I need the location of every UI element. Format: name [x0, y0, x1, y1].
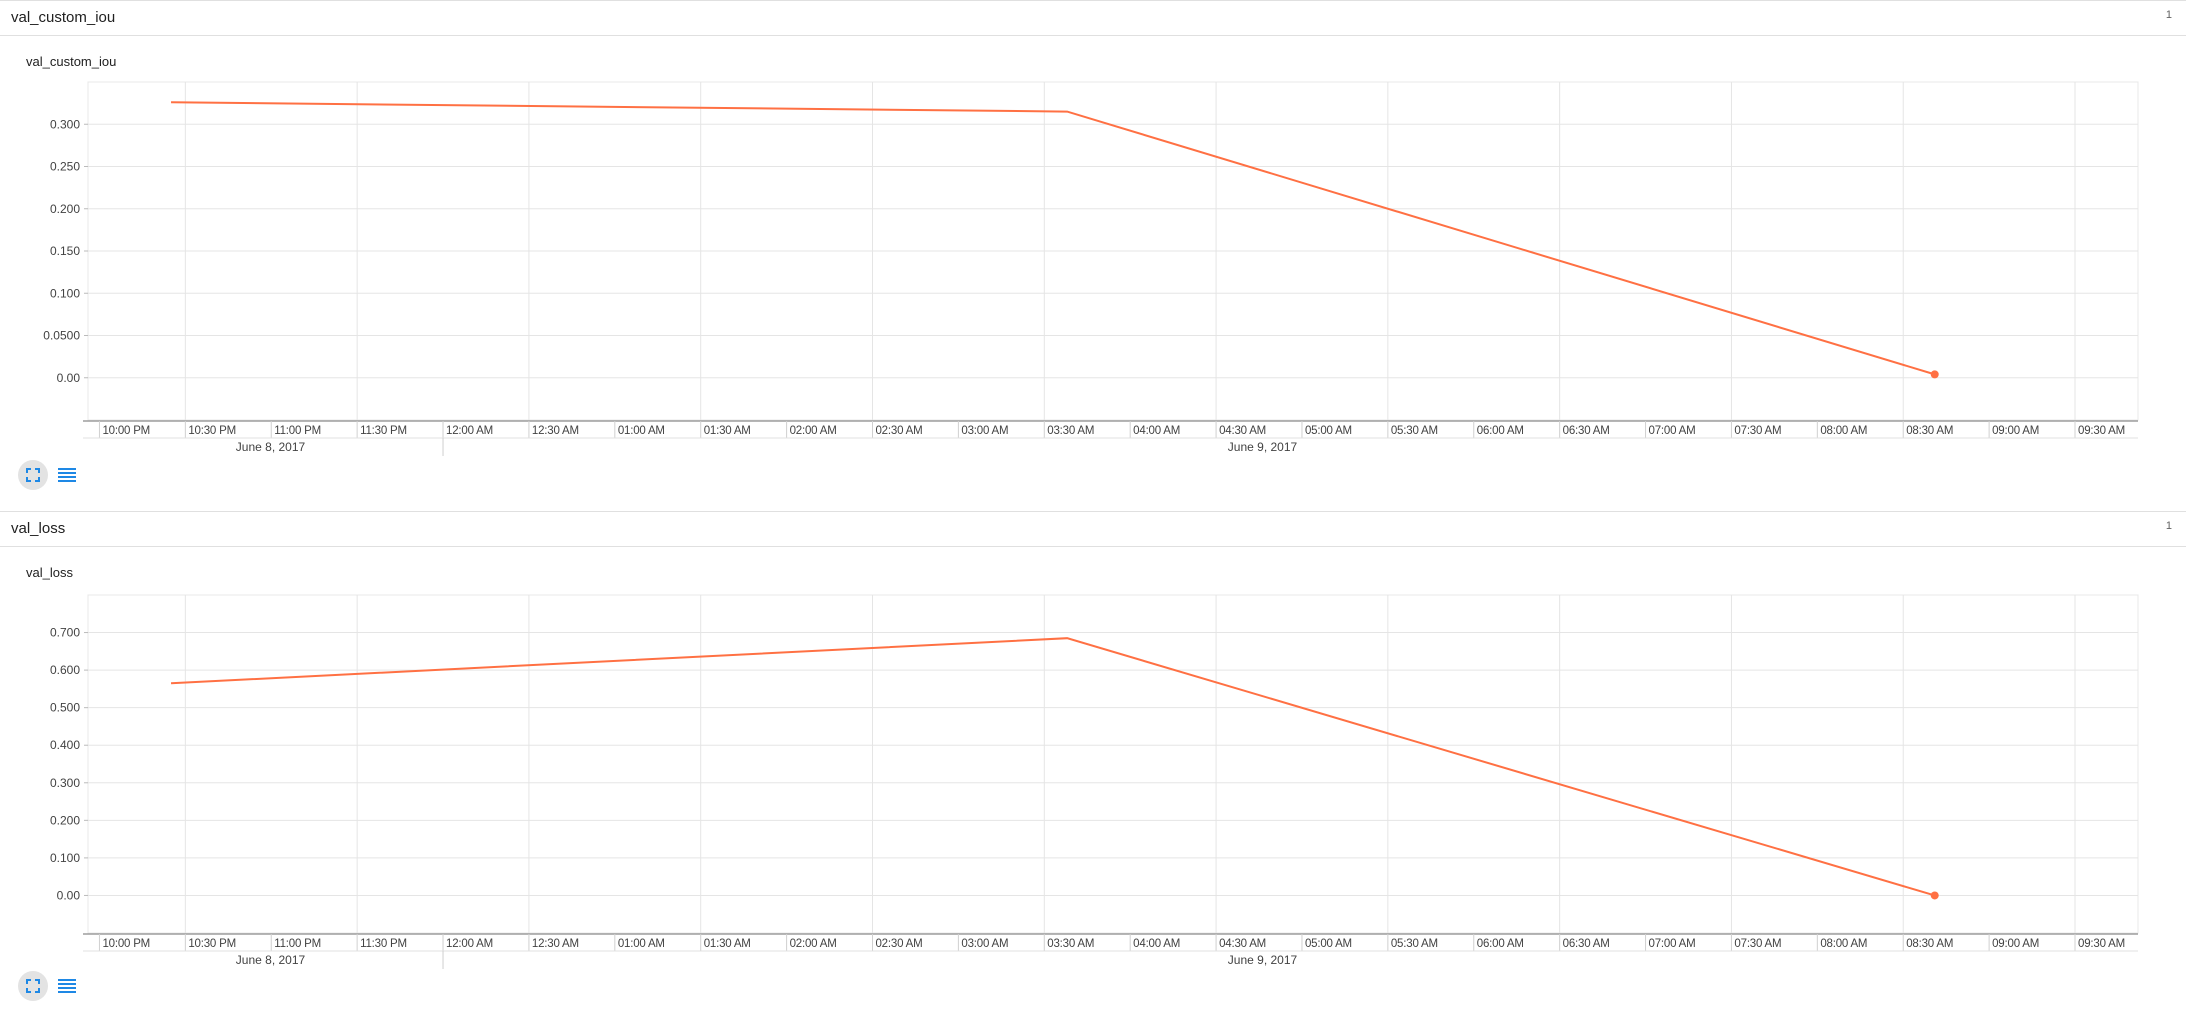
section-header[interactable]: val_loss 1 — [0, 511, 2186, 547]
x-tick-label: 10:30 PM — [188, 938, 236, 950]
x-tick-label: 04:30 AM — [1219, 938, 1266, 950]
x-tick-label: 02:00 AM — [790, 938, 837, 950]
x-tick-label: 03:30 AM — [1047, 938, 1094, 950]
x-tick-label: 03:00 AM — [961, 425, 1008, 437]
series-line[interactable] — [170, 637, 1936, 897]
x-tick-label: 12:30 AM — [532, 425, 579, 437]
x-tick-label: 05:00 AM — [1305, 938, 1352, 950]
fullscreen-icon — [26, 468, 40, 482]
x-tick-label: 09:00 AM — [1992, 938, 2039, 950]
x-tick-label: 10:00 PM — [102, 938, 150, 950]
x-tick-label: 06:00 AM — [1477, 425, 1524, 437]
y-tick-label: 0.600 — [50, 663, 80, 677]
y-tick-label: 0.0500 — [43, 329, 80, 343]
y-tick-label: 0.250 — [50, 160, 80, 174]
show-data-button[interactable] — [52, 971, 82, 1001]
plot-frame — [87, 594, 2139, 934]
date-label: June 9, 2017 — [1228, 440, 1298, 454]
list-icon — [58, 979, 76, 993]
y-tick-label: 0.300 — [50, 117, 80, 131]
date-label: June 9, 2017 — [1228, 953, 1298, 967]
x-tick-label: 01:00 AM — [618, 425, 665, 437]
x-tick-label: 07:00 AM — [1649, 938, 1696, 950]
y-tick-label: 0.200 — [50, 813, 80, 827]
y-tick-label: 0.400 — [50, 738, 80, 752]
panel-val-loss: val_loss 1 val_loss 0.00 0.100 0.200 0.300 0… — [0, 511, 2186, 1013]
panel-val-custom-iou: val_custom_iou 1 val_custom_iou 0.00 0.05… — [0, 0, 2186, 490]
date-label: June 8, 2017 — [236, 953, 306, 967]
x-tick-label: 04:30 AM — [1219, 425, 1266, 437]
x-tick-label: 02:30 AM — [875, 425, 922, 437]
list-icon — [58, 468, 76, 482]
y-tick-label: 0.300 — [50, 776, 80, 790]
x-tick-label: 07:00 AM — [1649, 425, 1696, 437]
section-title: val_custom_iou — [11, 9, 116, 26]
x-tick-label: 01:30 AM — [704, 938, 751, 950]
x-tick-label: 08:00 AM — [1820, 938, 1867, 950]
y-tick-label: 0.200 — [50, 202, 80, 216]
y-tick-label: 0.00 — [57, 888, 81, 902]
x-tick-label: 06:00 AM — [1477, 938, 1524, 950]
expand-button[interactable] — [18, 971, 48, 1001]
x-tick-label: 03:30 AM — [1047, 425, 1094, 437]
fullscreen-icon — [26, 979, 40, 993]
show-data-button[interactable] — [52, 460, 82, 490]
x-tick-label: 12:00 AM — [446, 938, 493, 950]
x-tick-label: 09:00 AM — [1992, 425, 2039, 437]
section-header[interactable]: val_custom_iou 1 — [0, 0, 2186, 36]
y-tick-label: 0.100 — [50, 286, 80, 300]
y-tick-label: 0.700 — [50, 626, 80, 640]
x-tick-label: 07:30 AM — [1734, 425, 1781, 437]
y-tick-label: 0.150 — [50, 244, 80, 258]
x-tick-label: 08:30 AM — [1906, 938, 1953, 950]
x-tick-label: 01:00 AM — [618, 938, 665, 950]
x-tick-label: 07:30 AM — [1734, 938, 1781, 950]
x-tick-label: 08:30 AM — [1906, 425, 1953, 437]
x-tick-label: 08:00 AM — [1820, 425, 1867, 437]
x-tick-label: 05:00 AM — [1305, 425, 1352, 437]
x-tick-label: 05:30 AM — [1391, 425, 1438, 437]
x-tick-label: 09:30 AM — [2078, 938, 2125, 950]
x-tick-label: 04:00 AM — [1133, 425, 1180, 437]
section-count: 1 — [2165, 9, 2172, 21]
card-title: val_loss — [26, 565, 73, 580]
x-tick-label: 09:30 AM — [2078, 425, 2125, 437]
series-line[interactable] — [171, 101, 1936, 376]
x-tick-label: 11:00 PM — [274, 938, 321, 950]
expand-button[interactable] — [18, 460, 48, 490]
x-tick-label: 04:00 AM — [1133, 938, 1180, 950]
y-tick-label: 0.00 — [57, 371, 81, 385]
x-tick-label: 10:00 PM — [102, 425, 150, 437]
x-tick-label: 11:00 PM — [274, 425, 321, 437]
x-tick-label: 11:30 PM — [360, 938, 407, 950]
card-title: val_custom_iou — [26, 54, 117, 69]
last-point-marker[interactable] — [1930, 370, 1939, 379]
x-tick-label: 06:30 AM — [1563, 938, 1610, 950]
y-tick-label: 0.500 — [50, 701, 80, 715]
x-tick-label: 05:30 AM — [1391, 938, 1438, 950]
section-count: 1 — [2165, 520, 2172, 532]
x-tick-label: 06:30 AM — [1563, 425, 1610, 437]
line-chart[interactable]: 0.00 0.0500 0.100 0.150 0.200 0.250 0.300 10:00… — [0, 70, 2186, 460]
x-tick-label: 02:30 AM — [875, 938, 922, 950]
x-tick-label: 10:30 PM — [188, 425, 236, 437]
line-chart[interactable]: 0.00 0.100 0.200 0.300 0.400 0.500 0.600 0.700 1… — [0, 581, 2186, 971]
section-title: val_loss — [11, 520, 66, 537]
x-tick-label: 12:00 AM — [446, 425, 493, 437]
y-tick-label: 0.100 — [50, 851, 80, 865]
date-label: June 8, 2017 — [236, 440, 306, 454]
x-tick-label: 03:00 AM — [961, 938, 1008, 950]
x-tick-label: 12:30 AM — [532, 938, 579, 950]
last-point-marker[interactable] — [1930, 891, 1939, 900]
x-tick-label: 11:30 PM — [360, 425, 407, 437]
x-tick-label: 02:00 AM — [790, 425, 837, 437]
x-tick-label: 01:30 AM — [704, 425, 751, 437]
